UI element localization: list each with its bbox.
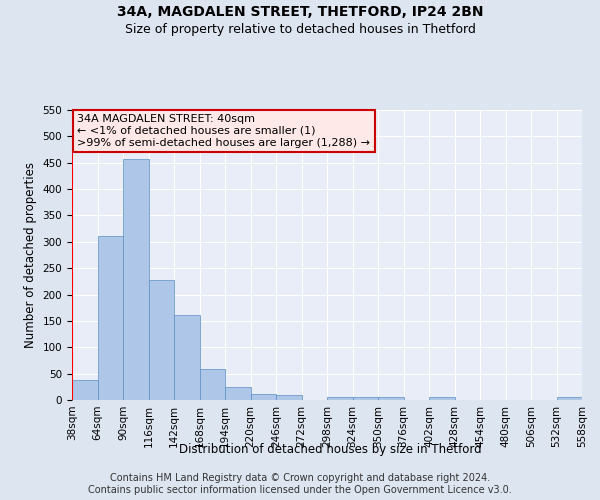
Y-axis label: Number of detached properties: Number of detached properties: [24, 162, 37, 348]
Bar: [72, 380, 97, 400]
Text: Size of property relative to detached houses in Thetford: Size of property relative to detached ho…: [125, 22, 475, 36]
Bar: [429, 398, 455, 400]
Bar: [149, 280, 174, 400]
Bar: [276, 396, 302, 400]
Bar: [199, 369, 225, 400]
Bar: [251, 394, 276, 400]
Bar: [174, 315, 199, 400]
Bar: [327, 398, 353, 400]
Bar: [353, 397, 378, 400]
Text: Distribution of detached houses by size in Thetford: Distribution of detached houses by size …: [179, 442, 481, 456]
Bar: [225, 388, 251, 400]
Bar: [97, 236, 123, 400]
Bar: [378, 397, 404, 400]
Bar: [123, 159, 149, 400]
Text: 34A MAGDALEN STREET: 40sqm
← <1% of detached houses are smaller (1)
>99% of semi: 34A MAGDALEN STREET: 40sqm ← <1% of deta…: [77, 114, 370, 148]
Text: Contains HM Land Registry data © Crown copyright and database right 2024.
Contai: Contains HM Land Registry data © Crown c…: [88, 474, 512, 495]
Bar: [557, 398, 582, 400]
Text: 34A, MAGDALEN STREET, THETFORD, IP24 2BN: 34A, MAGDALEN STREET, THETFORD, IP24 2BN: [117, 5, 483, 19]
